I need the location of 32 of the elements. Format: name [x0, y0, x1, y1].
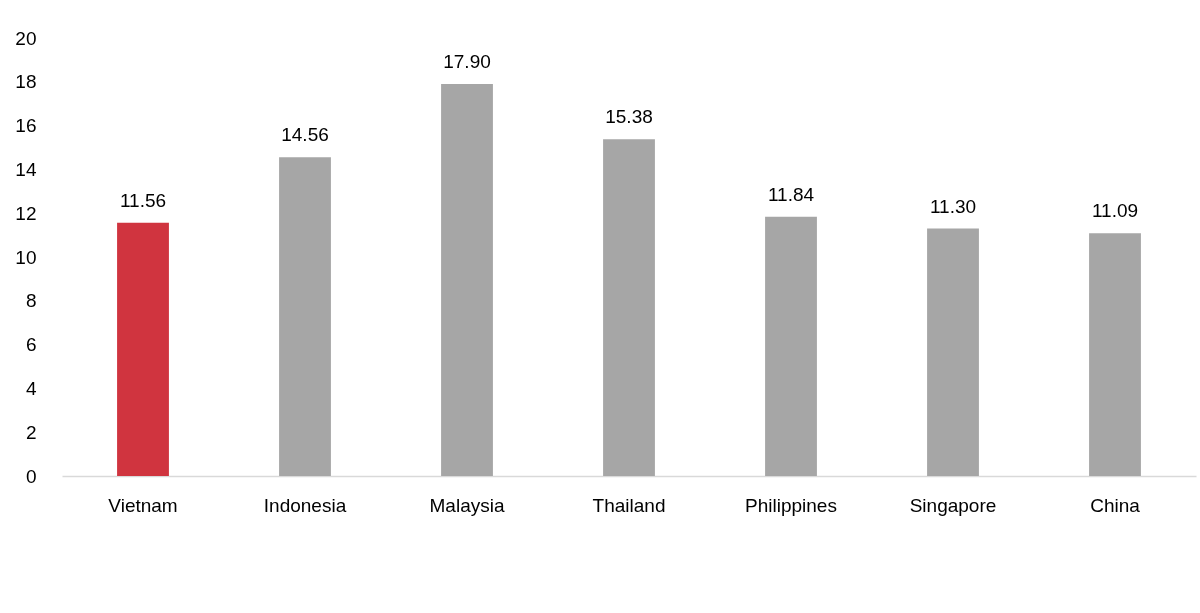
y-tick-label: 6: [25, 334, 37, 356]
bar: [117, 222, 169, 476]
bar: [1089, 233, 1141, 476]
x-tick-label: Thailand: [592, 494, 666, 516]
bar: [603, 139, 655, 476]
x-tick-label: Indonesia: [263, 494, 347, 516]
x-tick-label: Vietnam: [108, 494, 178, 516]
y-tick-label: 4: [25, 377, 37, 399]
x-tick-label: China: [1090, 494, 1141, 516]
data-label: 11.84: [767, 183, 815, 205]
data-label: 17.90: [443, 50, 491, 72]
y-tick-label: 12: [15, 202, 37, 224]
x-tick-label: Singapore: [909, 494, 997, 516]
x-tick-label: Malaysia: [429, 494, 505, 516]
y-tick-label: 2: [25, 421, 37, 443]
bar: [927, 228, 979, 476]
y-tick-label: 10: [15, 246, 37, 268]
x-tick-label: Philippines: [745, 494, 837, 516]
bar: [279, 157, 331, 476]
data-label: 15.38: [605, 106, 653, 128]
y-tick-label: 18: [15, 71, 37, 93]
y-tick-label: 8: [25, 290, 37, 312]
data-label: 14.56: [281, 124, 329, 146]
y-tick-label: 14: [15, 158, 37, 180]
y-tick-label: 20: [15, 27, 37, 49]
data-label: 11.30: [929, 195, 977, 217]
y-tick-label: 16: [15, 115, 37, 137]
data-label: 11.09: [1091, 200, 1139, 222]
data-label: 11.56: [119, 189, 167, 211]
bar: [441, 83, 493, 476]
bar: [765, 216, 817, 476]
y-tick-label: 0: [25, 465, 37, 487]
